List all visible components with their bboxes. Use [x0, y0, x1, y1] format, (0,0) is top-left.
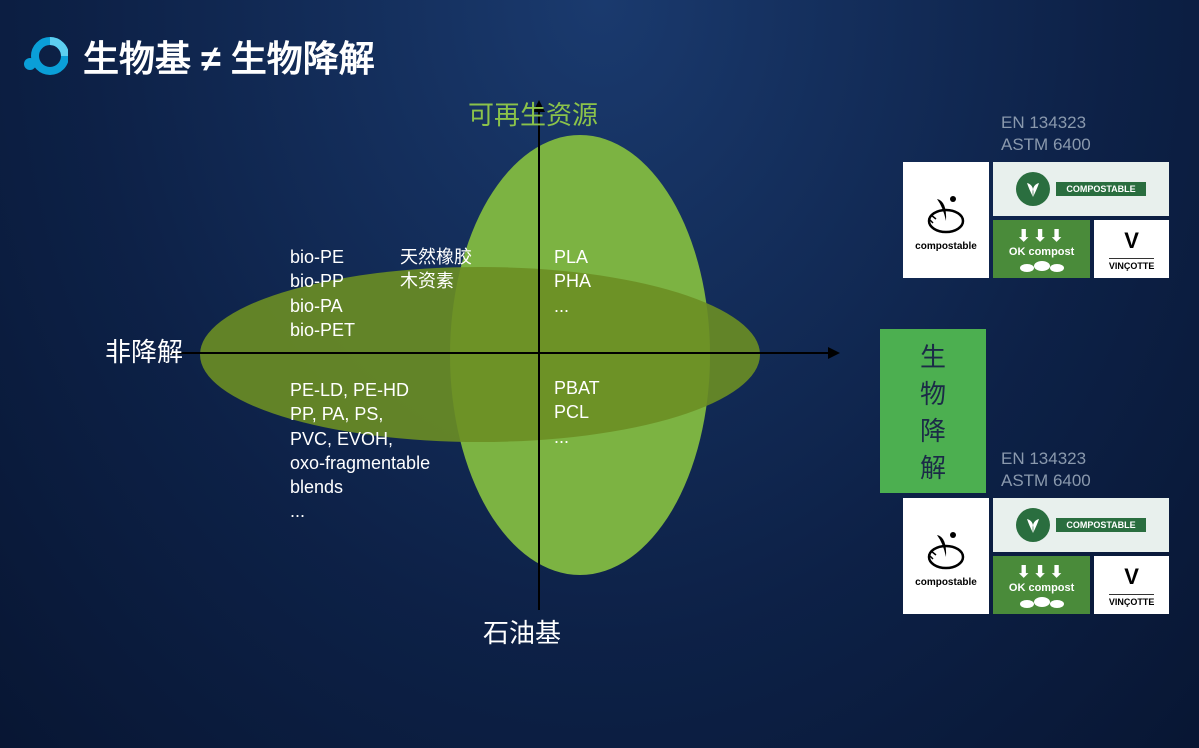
cert-badges-grid: compostable COMPOSTABLE ⬇⬇⬇ OK compost V…: [903, 498, 1169, 614]
certification-block-bottom: EN 134323 ASTM 6400 compostable COMPOSTA…: [903, 448, 1169, 614]
flower-icon: [1017, 258, 1067, 272]
seedling-label: COMPOSTABLE: [1056, 182, 1145, 196]
ok-compost-label: OK compost: [1009, 582, 1074, 594]
quadrant-2-col2: 天然橡胶 木资素: [400, 245, 472, 294]
axis-label-bottom: 石油基: [483, 613, 561, 650]
cert-std-1: EN 134323: [1001, 449, 1086, 468]
down-arrows-icon: ⬇⬇⬇: [1017, 226, 1066, 246]
compostable-badge: compostable: [903, 498, 989, 614]
cert-bottom-row: ⬇⬇⬇ OK compost V VINÇOTTE: [993, 220, 1169, 278]
seedling-badge: COMPOSTABLE: [993, 498, 1169, 552]
cert-heading: EN 134323 ASTM 6400: [903, 112, 1169, 156]
quadrant-2-col1: bio-PE bio-PP bio-PA bio-PET: [290, 245, 355, 342]
axis-label-left: 非降解: [105, 332, 183, 369]
seedling-circle-icon: [1016, 508, 1050, 542]
vincotte-badge: V VINÇOTTE: [1094, 220, 1169, 278]
ok-compost-label: OK compost: [1009, 246, 1074, 258]
quadrant-3: PE-LD, PE-HD PP, PA, PS, PVC, EVOH, oxo-…: [290, 378, 430, 524]
flower-icon: [1017, 594, 1067, 608]
ok-compost-badge: ⬇⬇⬇ OK compost: [993, 556, 1090, 614]
sprout-icon: [923, 189, 969, 235]
cert-bottom-row: ⬇⬇⬇ OK compost V VINÇOTTE: [993, 556, 1169, 614]
sprout-icon: [923, 525, 969, 571]
cert-std-2: ASTM 6400: [1001, 135, 1091, 154]
compostable-badge: compostable: [903, 162, 989, 278]
cert-badges-grid: compostable COMPOSTABLE ⬇⬇⬇ OK compost V…: [903, 162, 1169, 278]
check-icon: V: [1124, 228, 1139, 254]
seedling-label: COMPOSTABLE: [1056, 518, 1145, 532]
logo-icon: [20, 32, 68, 80]
vertical-axis: [538, 110, 540, 610]
vincotte-badge: V VINÇOTTE: [1094, 556, 1169, 614]
cert-std-1: EN 134323: [1001, 113, 1086, 132]
ok-compost-badge: ⬇⬇⬇ OK compost: [993, 220, 1090, 278]
seedling-badge: COMPOSTABLE: [993, 162, 1169, 216]
vincotte-label: VINÇOTTE: [1109, 258, 1155, 271]
quadrant-diagram: 可再生资源 石油基 非降解 生物降解 bio-PE bio-PP bio-PA …: [120, 140, 840, 660]
cert-std-2: ASTM 6400: [1001, 471, 1091, 490]
compostable-label: compostable: [915, 241, 977, 252]
compostable-label: compostable: [915, 577, 977, 588]
axis-label-top: 可再生资源: [468, 95, 598, 132]
down-arrows-icon: ⬇⬇⬇: [1017, 562, 1066, 582]
quadrant-4: PBAT PCL ...: [554, 376, 600, 449]
seedling-circle-icon: [1016, 172, 1050, 206]
certification-block-top: EN 134323 ASTM 6400 compostable COMPOSTA…: [903, 112, 1169, 278]
vincotte-label: VINÇOTTE: [1109, 594, 1155, 607]
quadrant-1: PLA PHA ...: [554, 245, 591, 318]
biobased-ellipse: [200, 267, 760, 442]
cert-heading: EN 134323 ASTM 6400: [903, 448, 1169, 492]
slide-header: 生物基 ≠ 生物降解: [20, 30, 375, 82]
check-icon: V: [1124, 564, 1139, 590]
horizontal-axis: [170, 352, 830, 354]
slide-title: 生物基 ≠ 生物降解: [83, 30, 375, 82]
